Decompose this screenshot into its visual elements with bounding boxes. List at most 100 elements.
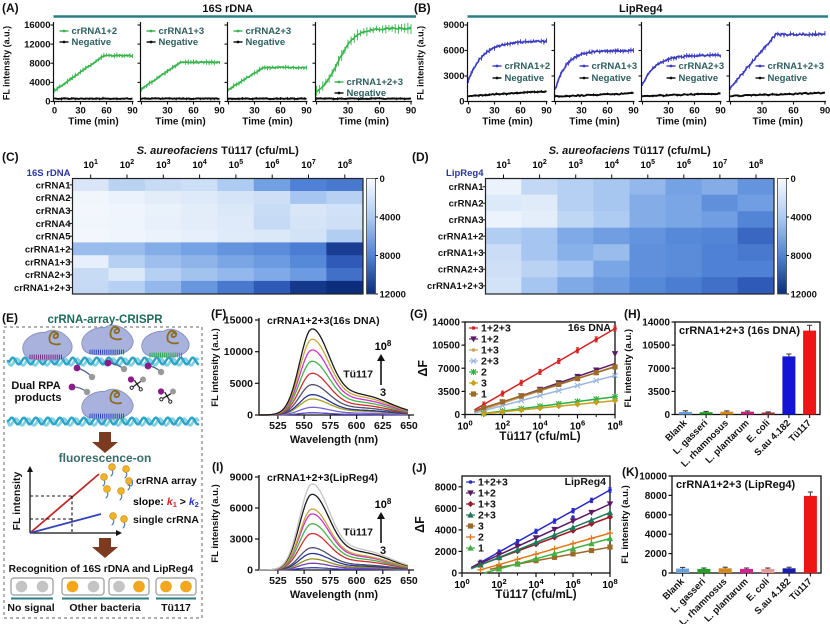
svg-text:Dual RPA: Dual RPA [11,380,60,392]
svg-text:10000: 10000 [224,346,253,358]
svg-text:crRNA1+2+3: crRNA1+2+3 [14,283,71,294]
svg-text:Time (min): Time (min) [482,117,532,128]
svg-text:9000: 9000 [230,472,254,484]
svg-text:90: 90 [820,106,830,117]
svg-text:650: 650 [400,575,418,587]
svg-text:FL intensity (a.u.): FL intensity (a.u.) [623,329,634,407]
svg-text:(E): (E) [2,311,18,325]
svg-text:0: 0 [661,569,667,580]
svg-text:Negative: Negative [159,37,199,48]
svg-text:550: 550 [295,575,313,587]
svg-text:crRNA2+3: crRNA2+3 [246,26,292,37]
svg-text:(J): (J) [412,461,427,475]
svg-text:3: 3 [380,387,386,399]
svg-text:crRNA2+3: crRNA2+3 [25,270,71,281]
svg-text:8000: 8000 [380,251,401,262]
svg-text:14000: 14000 [642,318,670,329]
svg-text:crRNA2+3: crRNA2+3 [679,61,725,72]
svg-text:Negative: Negative [347,88,387,99]
svg-text:3500: 3500 [438,387,461,398]
svg-text:60: 60 [275,106,286,117]
svg-text:0: 0 [451,569,457,580]
svg-text:575: 575 [322,420,340,432]
svg-text:LipReg4: LipReg4 [619,3,663,15]
svg-text:crRNA1+2+3: crRNA1+2+3 [768,61,825,72]
svg-text:crRNA4: crRNA4 [36,219,72,230]
svg-text:4000: 4000 [435,525,458,536]
svg-text:Recognition of 16S rDNA and Li: Recognition of 16S rDNA and LipReg4 [9,564,194,575]
svg-text:525: 525 [269,575,287,587]
svg-text:0: 0 [454,410,460,421]
svg-text:1+3: 1+3 [481,345,499,357]
svg-text:fluorescence-on: fluorescence-on [59,451,152,465]
svg-text:2+3: 2+3 [481,356,499,368]
svg-text:6000: 6000 [435,504,458,515]
svg-text:S. aureofaciens Tü117 (cfu/mL): S. aureofaciens Tü117 (cfu/mL) [137,145,299,157]
svg-text:5000: 5000 [230,378,254,390]
svg-text:8000: 8000 [645,491,668,502]
svg-text:Time (min): Time (min) [656,117,706,128]
svg-text:90: 90 [541,106,552,117]
svg-text:FL intensity (a.u.): FL intensity (a.u.) [210,328,221,406]
svg-text:(A): (A) [2,1,19,15]
svg-text:crRNA5: crRNA5 [36,232,72,243]
svg-text:crRNA1: crRNA1 [449,182,485,193]
svg-text:14000: 14000 [432,318,460,329]
svg-text:crRNA3: crRNA3 [449,215,484,226]
svg-text:crRNA3: crRNA3 [36,206,71,217]
svg-text:1+2: 1+2 [481,334,499,346]
svg-text:Negative: Negative [592,73,632,84]
svg-text:(F): (F) [211,307,226,321]
svg-text:LipReg4: LipReg4 [446,168,484,179]
svg-text:15000: 15000 [224,315,253,327]
svg-text:0: 0 [52,106,57,117]
svg-text:crRNA1+3: crRNA1+3 [25,257,71,268]
svg-text:525: 525 [269,420,287,432]
svg-text:16000: 16000 [24,20,50,31]
svg-text:ΔF: ΔF [416,360,430,377]
svg-text:0: 0 [45,97,50,108]
svg-text:90: 90 [715,106,726,117]
svg-text:625: 625 [374,420,392,432]
svg-text:FL intensity (a.u.): FL intensity (a.u.) [416,26,426,100]
svg-text:slope: k1 > k2: slope: k1 > k2 [133,496,199,509]
svg-text:90: 90 [406,106,417,117]
svg-text:60: 60 [101,106,112,117]
svg-text:Time (min): Time (min) [68,117,118,128]
svg-text:0: 0 [466,106,471,117]
svg-text:30: 30 [663,106,674,117]
svg-text:600: 600 [348,420,366,432]
svg-text:4000: 4000 [791,213,812,224]
svg-text:30: 30 [576,106,587,117]
svg-text:(K): (K) [622,465,639,479]
svg-text:3000: 3000 [230,534,254,546]
svg-text:1+2+3: 1+2+3 [481,323,511,335]
svg-text:0: 0 [380,174,385,185]
svg-text:(D): (D) [412,150,429,164]
svg-text:575: 575 [322,575,340,587]
svg-text:3: 3 [481,378,487,390]
svg-text:Tü117: Tü117 [343,369,373,381]
svg-text:600: 600 [348,575,366,587]
svg-text:crRNA1: crRNA1 [36,180,72,191]
svg-text:10500: 10500 [432,341,460,352]
svg-text:60: 60 [188,106,199,117]
svg-text:ΔF: ΔF [413,516,427,533]
svg-text:4000: 4000 [380,213,401,224]
svg-text:Time (min): Time (min) [569,117,619,128]
svg-text:4000: 4000 [645,530,668,541]
svg-text:Time (min): Time (min) [753,117,803,128]
svg-text:3500: 3500 [648,387,671,398]
svg-text:FL intensity (a.u.): FL intensity (a.u.) [2,26,12,100]
svg-text:90: 90 [628,106,639,117]
svg-text:Tü117: Tü117 [161,602,191,614]
svg-text:2+3: 2+3 [478,510,496,522]
svg-text:crRNA1+2: crRNA1+2 [438,232,484,243]
svg-text:(C): (C) [2,150,19,164]
svg-text:0: 0 [459,97,464,108]
svg-text:Negative: Negative [679,73,719,84]
svg-text:7000: 7000 [648,364,671,375]
svg-text:30: 30 [757,106,768,117]
svg-text:Time (min): Time (min) [339,117,389,128]
svg-text:Negative: Negative [246,37,286,48]
